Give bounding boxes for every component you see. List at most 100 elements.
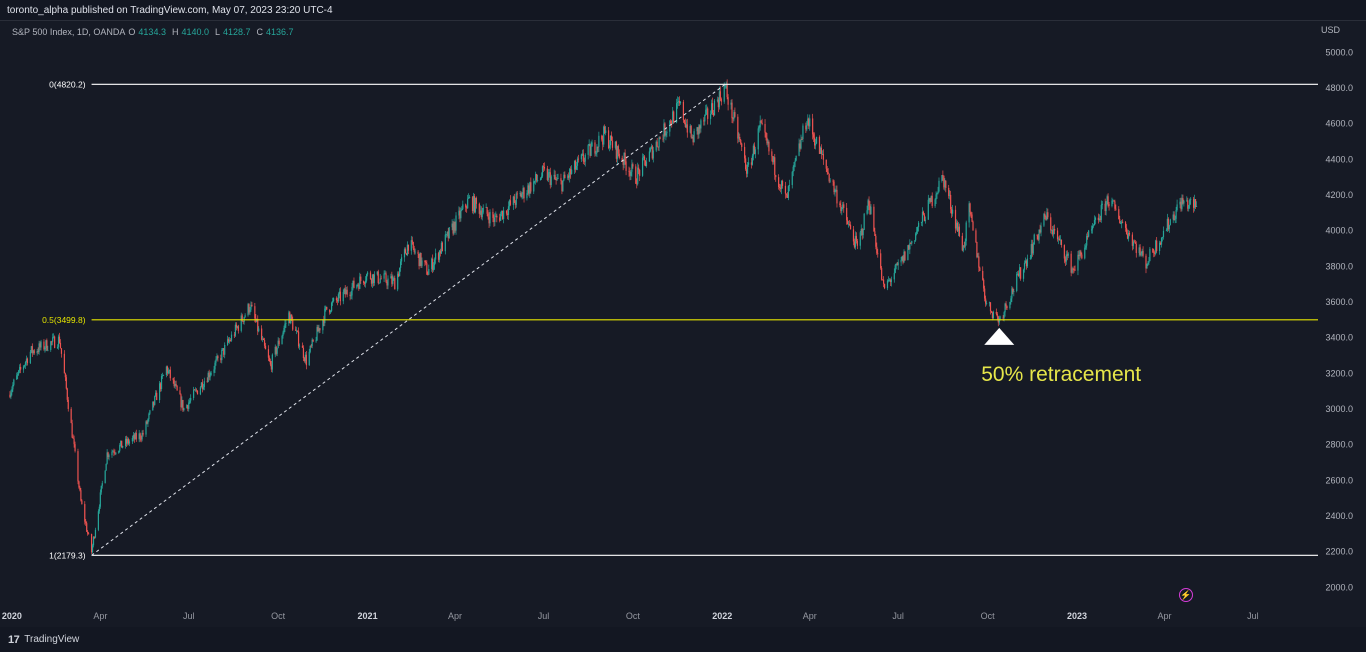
price-chart[interactable]: 5000.0 4800.0 4600.0 4400.0 4200.0 4000.0 3800…	[0, 0, 1366, 627]
candle-body	[934, 199, 936, 206]
candle-body	[448, 227, 450, 239]
candle-body	[290, 314, 292, 324]
chart-frame[interactable]	[0, 20, 1366, 628]
currency-label[interactable]: USD	[1320, 25, 1340, 35]
candle-body	[815, 137, 818, 144]
candle-body	[678, 101, 681, 104]
annotation-label[interactable]: 50% retracement	[981, 363, 1141, 386]
candle-body	[928, 198, 930, 200]
tradingview-logo-icon[interactable]: 17	[8, 633, 20, 646]
candle-body	[965, 222, 967, 241]
candle-body	[352, 280, 354, 287]
candle-body	[1045, 216, 1047, 220]
candle-body	[1080, 251, 1082, 255]
candle-body	[179, 390, 181, 395]
candle-body	[47, 349, 49, 351]
candle-body	[1050, 217, 1052, 231]
y-tick-label: 2600.0	[1325, 475, 1353, 485]
candle-body	[351, 286, 353, 296]
brand-name[interactable]: TradingView	[24, 634, 80, 645]
candle-body	[758, 127, 760, 129]
candle-body	[580, 154, 582, 160]
candle-body	[309, 345, 311, 352]
symbol-name[interactable]: S&P 500 Index, 1D, OANDA	[12, 27, 126, 37]
candle-body	[135, 432, 137, 440]
candle-body	[277, 340, 279, 348]
candle-body	[1067, 253, 1069, 256]
candle-body	[90, 534, 93, 553]
candle-body	[93, 537, 96, 538]
candle-body	[24, 362, 27, 366]
candle-body	[847, 220, 849, 225]
candle-body	[1073, 269, 1075, 271]
candle-body	[431, 258, 433, 269]
candle-body	[873, 206, 875, 232]
candle-body	[602, 139, 604, 145]
candle-body	[132, 434, 134, 438]
candle-body	[1141, 250, 1143, 254]
candle-body	[936, 193, 938, 195]
candle-body	[176, 385, 178, 391]
candle-body	[1140, 253, 1142, 255]
candle-body	[787, 186, 789, 198]
candle-body	[670, 120, 672, 124]
candle-body	[356, 284, 358, 288]
candle-body	[105, 463, 107, 471]
candle-body	[505, 210, 508, 214]
candle-body	[785, 193, 788, 195]
open-label: O	[128, 27, 136, 37]
candle-body	[929, 198, 931, 202]
candle-body	[118, 450, 120, 453]
candle-body	[503, 210, 505, 219]
candle-body	[723, 87, 725, 102]
candle-body	[984, 288, 986, 299]
candle-body	[425, 262, 427, 264]
candle-body	[417, 251, 419, 254]
candle-body	[411, 240, 413, 242]
candle-body	[650, 146, 652, 149]
candle-body	[686, 124, 688, 133]
candle-body	[31, 346, 33, 354]
candle-body	[254, 306, 256, 319]
candle-body	[33, 350, 35, 354]
flash-icon[interactable]: ⚡	[1179, 588, 1193, 602]
candle-body	[868, 200, 870, 206]
candle-body	[475, 197, 478, 204]
candle-body	[798, 143, 800, 156]
candle-body	[738, 137, 740, 139]
candle-body	[447, 231, 449, 239]
candle-body	[175, 383, 177, 386]
candle-body	[870, 206, 872, 214]
candle-body	[725, 85, 727, 87]
candle-body	[1054, 229, 1056, 231]
candle-body	[752, 145, 754, 156]
candle-body	[825, 159, 827, 169]
candle-body	[215, 359, 217, 363]
candle-body	[938, 180, 940, 192]
candle-body	[526, 193, 528, 199]
candle-body	[917, 222, 920, 228]
candle-body	[365, 280, 367, 284]
candle-body	[741, 143, 743, 147]
candle-body	[1193, 198, 1195, 208]
candle-body	[707, 108, 709, 119]
candle-body	[877, 253, 879, 255]
candle-body	[441, 242, 443, 252]
candle-body	[30, 346, 32, 352]
candle-body	[910, 243, 912, 245]
candle-body	[1066, 254, 1068, 256]
candle-body	[350, 295, 352, 297]
candle-body	[1091, 226, 1094, 230]
chart-legend[interactable]: S&P 500 Index, 1D, OANDA O 4134.3 H 4140.0…	[12, 27, 297, 37]
annotation-arrow-icon[interactable]	[984, 327, 1015, 345]
candle-body	[424, 260, 426, 263]
candle-body	[148, 413, 150, 420]
candle-body	[122, 446, 124, 448]
candle-body	[427, 274, 429, 276]
candle-body	[968, 203, 970, 223]
candle-body	[860, 228, 862, 233]
candle-body	[849, 224, 852, 230]
candle-body	[1158, 242, 1161, 252]
candle-body	[1148, 260, 1150, 263]
candle-body	[312, 339, 314, 342]
